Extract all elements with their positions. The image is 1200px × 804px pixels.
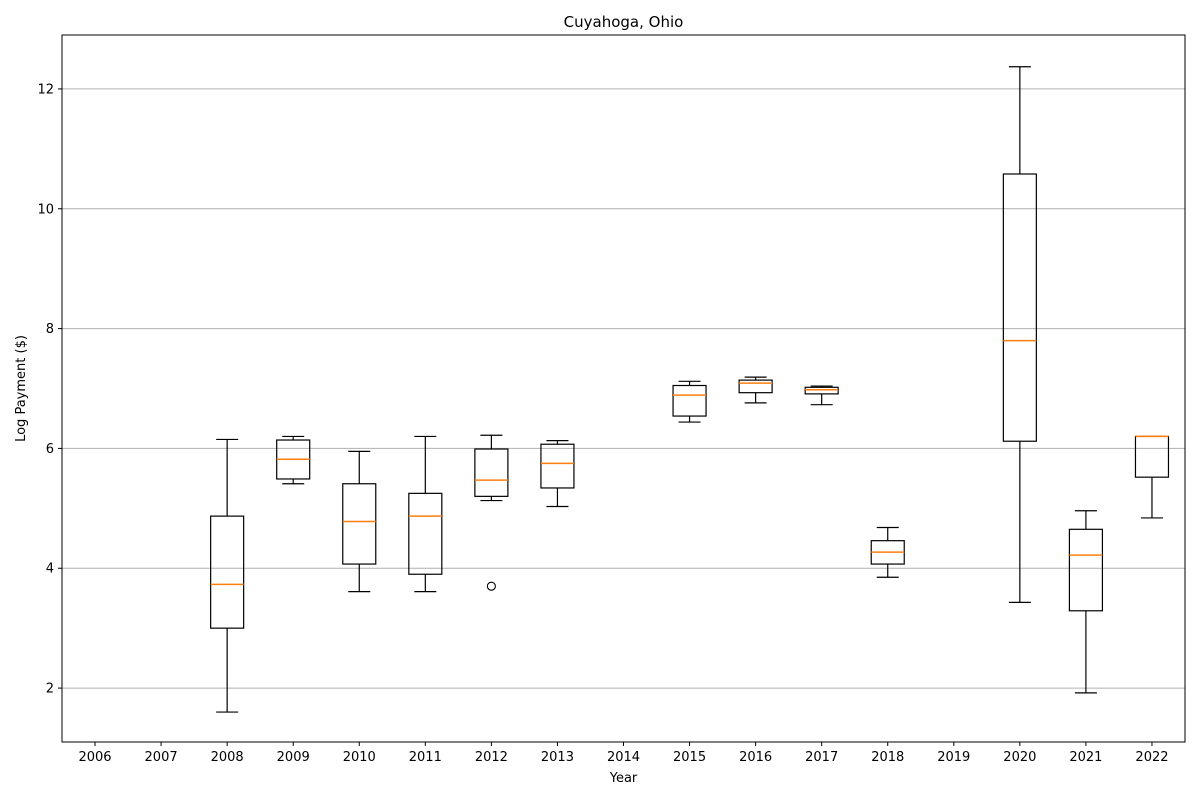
boxes (210, 66, 1170, 713)
x-tick-label: 2022 (1135, 750, 1168, 765)
y-tick-label: 6 (46, 442, 54, 457)
y-tick-label: 10 (37, 202, 54, 217)
x-tick-label: 2006 (78, 750, 111, 765)
x-tick-label: 2019 (937, 750, 970, 765)
box-2021 (1068, 510, 1104, 694)
x-tick-label: 2008 (211, 750, 244, 765)
box-2012 (474, 434, 509, 591)
iqr-box (1002, 173, 1037, 442)
iqr-box (210, 515, 245, 629)
box-2015 (672, 380, 707, 423)
iqr-box (474, 448, 509, 497)
chart-title: Cuyahoga, Ohio (564, 13, 684, 31)
iqr-box (342, 483, 377, 565)
iqr-box (804, 386, 839, 395)
box-2010 (342, 450, 377, 593)
x-tick-label: 2016 (739, 750, 772, 765)
y-tick-label: 8 (46, 322, 54, 337)
iqr-box (672, 384, 707, 417)
iqr-box (738, 379, 773, 394)
x-tick-label: 2014 (607, 750, 640, 765)
box-2016 (738, 376, 773, 404)
box-2013 (540, 440, 575, 508)
x-tick-label: 2011 (409, 750, 442, 765)
outlier-point (486, 581, 496, 591)
box-2022 (1134, 435, 1170, 519)
box-2017 (804, 385, 839, 406)
axes: 2 4 6 8 10 12 2006 2007 2008 2009 2010 2011 2012 2013… (37, 82, 1168, 765)
box-2020 (1002, 66, 1037, 603)
x-tick-label: 2010 (343, 750, 376, 765)
iqr-box (540, 443, 575, 489)
x-tick-label: 2013 (541, 750, 574, 765)
y-axis-title: Log Payment ($) (14, 335, 29, 442)
iqr-box (408, 492, 443, 575)
box-2009 (276, 435, 311, 485)
x-tick-label: 2020 (1003, 750, 1036, 765)
y-tick-label: 4 (46, 562, 54, 577)
box-2018 (870, 526, 905, 578)
y-tick-label: 12 (37, 82, 54, 97)
box-2008 (210, 438, 245, 713)
x-tick-label: 2007 (145, 750, 178, 765)
x-tick-label: 2009 (277, 750, 310, 765)
x-tick-label: 2018 (871, 750, 904, 765)
iqr-box (1134, 435, 1170, 478)
x-tick-label: 2012 (475, 750, 508, 765)
x-tick-label: 2017 (805, 750, 838, 765)
iqr-box (1068, 528, 1104, 612)
plot-area-frame (61, 34, 1186, 743)
x-tick-label: 2015 (673, 750, 706, 765)
x-tick-label: 2021 (1069, 750, 1102, 765)
x-axis-title: Year (609, 771, 638, 786)
y-tick-label: 2 (46, 682, 54, 697)
box-2011 (408, 435, 443, 593)
gridlines (62, 88, 1185, 689)
